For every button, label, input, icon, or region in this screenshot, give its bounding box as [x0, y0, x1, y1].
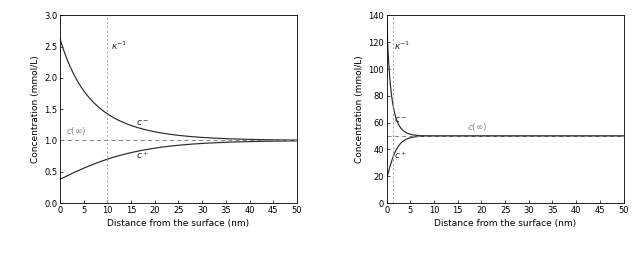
Text: $c(\infty)$: $c(\infty)$ [66, 125, 87, 137]
Y-axis label: Concentration (mmol/L): Concentration (mmol/L) [31, 55, 40, 163]
Text: $c^+$: $c^+$ [394, 149, 408, 161]
Text: $c(\infty)$: $c(\infty)$ [467, 121, 488, 133]
Y-axis label: Concentration (mmol/L): Concentration (mmol/L) [355, 55, 364, 163]
X-axis label: Distance from the surface (nm): Distance from the surface (nm) [434, 219, 576, 228]
Text: $\kappa^{-1}$: $\kappa^{-1}$ [394, 40, 411, 52]
Text: $\kappa^{-1}$: $\kappa^{-1}$ [111, 39, 128, 52]
Text: $c^-$: $c^-$ [136, 119, 149, 128]
Text: $c^+$: $c^+$ [136, 149, 149, 161]
Text: $c^-$: $c^-$ [394, 115, 408, 125]
X-axis label: Distance from the surface (nm): Distance from the surface (nm) [108, 219, 249, 228]
